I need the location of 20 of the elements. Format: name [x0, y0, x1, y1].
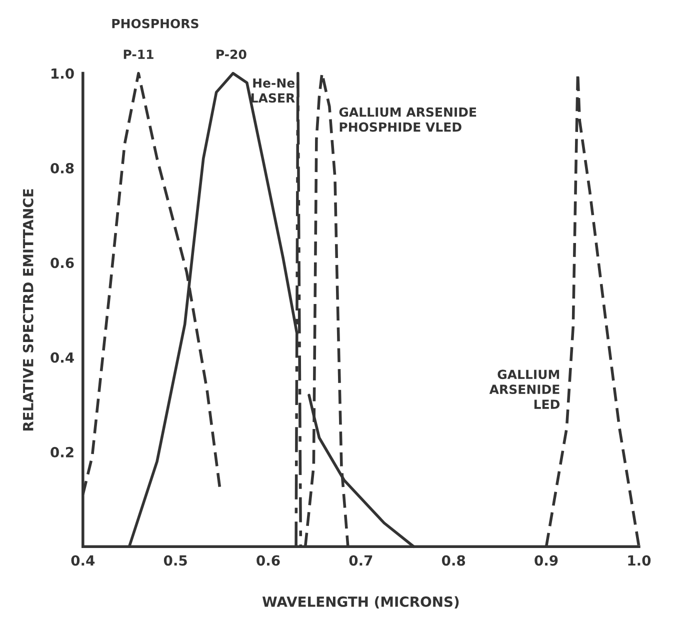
x-axis-title: WAVELENGTH (MICRONS) — [262, 596, 459, 609]
series-label: P-20 — [216, 50, 246, 60]
y-tick-label: 0.8 — [50, 162, 74, 174]
y-axis-title: RELATIVE SPECTRD EMITTANCE — [22, 189, 34, 430]
series-label: P-11 — [124, 50, 154, 59]
x-tick-label: 0.6 — [256, 555, 280, 566]
x-tick-label: 0.4 — [71, 555, 95, 566]
series-label: GALLIUM ARSENIDE LED — [489, 370, 560, 409]
y-tick-label: 0.2 — [50, 446, 74, 458]
x-tick-label: 0.9 — [534, 555, 558, 566]
y-tick-label: 0.4 — [50, 352, 74, 363]
text: PHOSPHORS — [112, 18, 198, 28]
x-tick-label: 0.5 — [164, 555, 187, 566]
x-tick-label: 0.7 — [349, 555, 372, 566]
series-label: GALLIUM ARSENIDE PHOSPHIDE VLED — [339, 107, 476, 132]
x-tick-label: 1.0 — [628, 555, 651, 566]
y-tick-label: 0.6 — [50, 258, 74, 268]
series-label: He-Ne LASER — [251, 78, 295, 103]
y-tick-label: 1.0 — [52, 68, 74, 79]
x-tick-label: 0.8 — [442, 555, 466, 566]
